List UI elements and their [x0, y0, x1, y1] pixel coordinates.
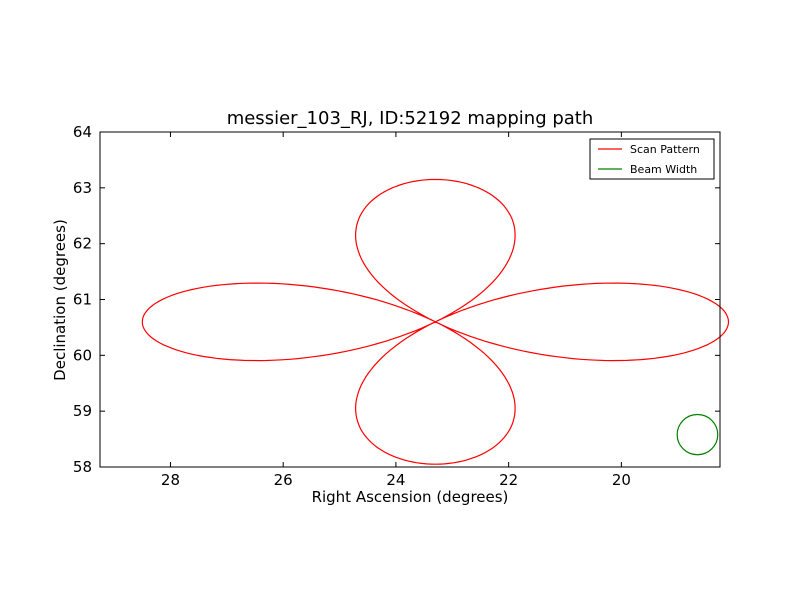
- legend: Scan Pattern Beam Width: [589, 138, 715, 180]
- legend-box: [589, 138, 715, 180]
- x-tick-label: 26: [274, 471, 293, 489]
- legend-label-beam-width: Beam Width: [630, 163, 697, 176]
- y-tick-label: 62: [73, 235, 92, 253]
- x-tick-label: 24: [386, 471, 405, 489]
- chart-title: messier_103_RJ, ID:52192 mapping path: [227, 108, 594, 129]
- tick-layer: 28 26 24 22 20 58 59 60 61 62 63 64: [73, 123, 720, 489]
- y-axis-label: Declination (degrees): [51, 219, 69, 381]
- series-layer: [141, 178, 730, 465]
- x-tick-label: 22: [499, 471, 518, 489]
- x-tick-label: 20: [612, 471, 631, 489]
- y-tick-label: 59: [73, 402, 92, 420]
- beam-width-circle: [676, 413, 719, 456]
- y-tick-label: 61: [73, 291, 92, 309]
- y-tick-label: 63: [73, 179, 92, 197]
- y-tick-label: 64: [73, 123, 92, 141]
- plot-area: 28 26 24 22 20 58 59 60 61 62 63 64: [73, 123, 730, 489]
- x-tick-label: 28: [161, 471, 180, 489]
- legend-label-scan-pattern: Scan Pattern: [630, 143, 700, 156]
- x-axis-label: Right Ascension (degrees): [312, 488, 509, 506]
- y-tick-label: 58: [73, 458, 92, 476]
- plot-background: [100, 132, 720, 467]
- scan-pattern-line: [141, 178, 730, 465]
- y-tick-label: 60: [73, 346, 92, 364]
